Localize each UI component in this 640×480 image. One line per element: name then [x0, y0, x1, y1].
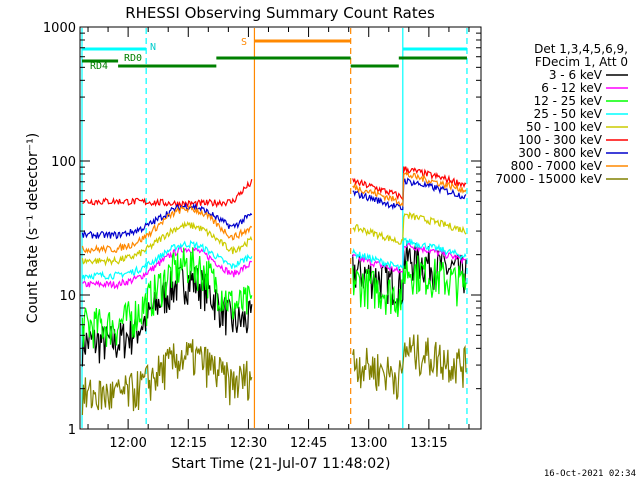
y-tick-label: 10	[59, 289, 76, 304]
legend-entry-label: 25 - 50 keV	[534, 107, 603, 121]
series-line-before-gap	[81, 205, 253, 255]
x-axis: 12:00 12:15 12:30 12:45 13:00 13:15	[87, 27, 470, 451]
marker-s: S	[241, 37, 247, 48]
legend-entry-label: 6 - 12 keV	[541, 81, 603, 95]
marker-rd4: RD4	[90, 61, 108, 72]
x-tick-label: 12:15	[170, 436, 207, 451]
series-line-after-gap	[352, 236, 467, 271]
legend-entry-label: 12 - 25 keV	[534, 94, 603, 108]
footer-timestamp: 16-Oct-2021 02:34	[544, 469, 636, 479]
legend-entry-label: 800 - 7000 keV	[511, 159, 603, 173]
series-line-after-gap	[352, 171, 467, 208]
legend: Det 1,3,4,5,6,9, FDecim 1, Att 0 3 - 6 k…	[495, 42, 628, 186]
legend-header-line-1: Det 1,3,4,5,6,9,	[534, 42, 628, 56]
plot-frame	[79, 26, 482, 430]
x-tick-label: 13:15	[410, 436, 447, 451]
legend-entry-label: 300 - 800 keV	[518, 146, 602, 160]
x-tick-label: 12:45	[290, 436, 327, 451]
legend-entry-label: 7000 - 15000 keV	[495, 172, 602, 186]
series-line-before-gap	[81, 239, 253, 282]
series-line-after-gap	[352, 211, 467, 245]
x-tick-label: 12:30	[230, 436, 267, 451]
series-line-after-gap	[352, 241, 467, 274]
series-line-before-gap	[81, 220, 253, 267]
y-tick-label: 1	[68, 423, 76, 438]
status-bars: N RD0 RD4 S	[82, 37, 467, 72]
legend-entry-label: 3 - 6 keV	[549, 68, 603, 82]
series-line-before-gap	[82, 179, 253, 209]
y-axis: 1 10 100 1000	[43, 21, 481, 438]
series-line-before-gap	[81, 247, 253, 349]
series-line-before-gap	[81, 339, 253, 416]
x-tick-label: 12:00	[109, 436, 146, 451]
y-axis-label: Count Rate (s⁻¹ detector⁻¹)	[25, 133, 41, 323]
x-axis-label: Start Time (21-Jul-07 11:48:02)	[171, 456, 390, 472]
series-line-after-gap	[352, 255, 467, 318]
legend-entry-label: 100 - 300 keV	[518, 133, 602, 147]
chart-title: RHESSI Observing Summary Count Rates	[125, 4, 435, 22]
y-tick-label: 1000	[43, 21, 76, 36]
legend-entry-label: 50 - 100 keV	[526, 120, 603, 134]
series-line-before-gap	[81, 202, 253, 240]
marker-n: N	[150, 42, 156, 53]
marker-rd0: RD0	[124, 53, 142, 64]
y-tick-label: 100	[51, 155, 76, 170]
series-line-after-gap	[352, 177, 467, 211]
series-layer	[81, 166, 467, 416]
x-tick-label: 13:00	[350, 436, 387, 451]
series-line-before-gap	[82, 246, 253, 290]
series-line-after-gap	[352, 334, 467, 400]
legend-header-line-2: FDecim 1, Att 0	[535, 55, 628, 69]
series-line-after-gap	[352, 166, 467, 202]
series-line-after-gap	[352, 240, 467, 309]
